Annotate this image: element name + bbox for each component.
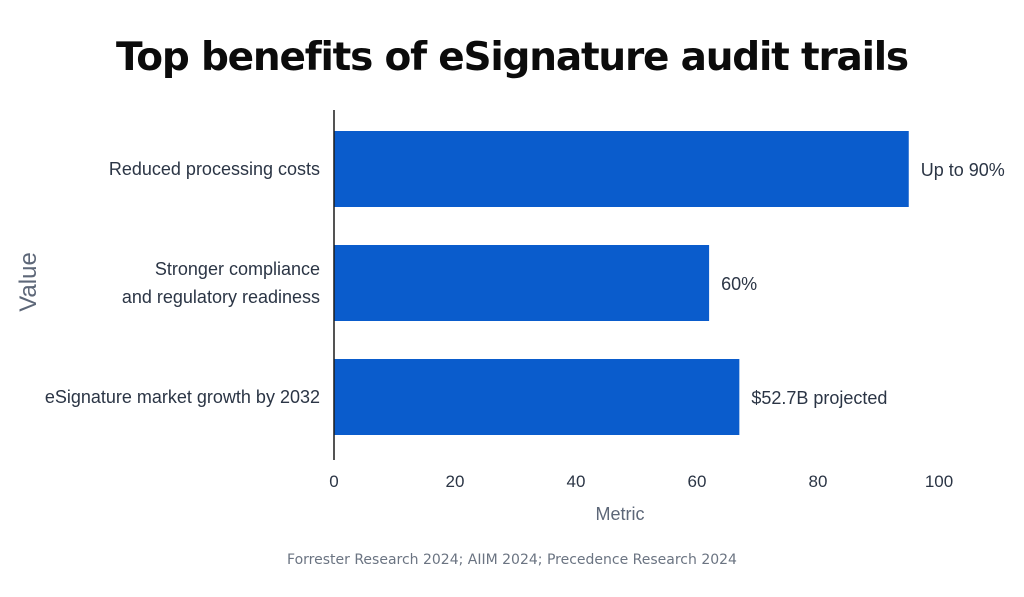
- data-label-0: Up to 90%: [921, 160, 1005, 180]
- x-tick-label-1: 20: [446, 472, 465, 491]
- bars-group: [334, 131, 909, 435]
- x-axis-title: Metric: [596, 504, 645, 524]
- bar-0: [334, 131, 909, 207]
- bar-chart: Value Metric Reduced processing costs Str…: [15, 110, 1005, 524]
- bar-1: [334, 245, 710, 321]
- category-labels-group: Reduced processing costs Stronger complia…: [45, 159, 320, 407]
- source-note: Forrester Research 2024; AIIM 2024; Prec…: [287, 552, 737, 568]
- x-tick-label-4: 80: [809, 472, 828, 491]
- x-tick-label-0: 0: [329, 472, 338, 491]
- bar-2: [334, 359, 740, 435]
- data-label-2: $52.7B projected: [751, 388, 887, 408]
- x-tick-labels-group: 0 20 40 60 80 100: [329, 472, 953, 491]
- chart-title: Top benefits of eSignature audit trails: [116, 35, 909, 80]
- x-tick-label-3: 60: [688, 472, 707, 491]
- category-label-1-0: Stronger compliance: [155, 259, 320, 279]
- x-tick-label-5: 100: [925, 472, 953, 491]
- data-label-1: 60%: [721, 274, 757, 294]
- y-axis-title: Value: [15, 252, 42, 312]
- category-label-1-1: and regulatory readiness: [122, 287, 320, 307]
- x-tick-label-2: 40: [567, 472, 586, 491]
- data-labels-group: Up to 90% 60% $52.7B projected: [721, 160, 1005, 408]
- category-label-2-0: eSignature market growth by 2032: [45, 387, 320, 407]
- category-label-0-0: Reduced processing costs: [109, 159, 320, 179]
